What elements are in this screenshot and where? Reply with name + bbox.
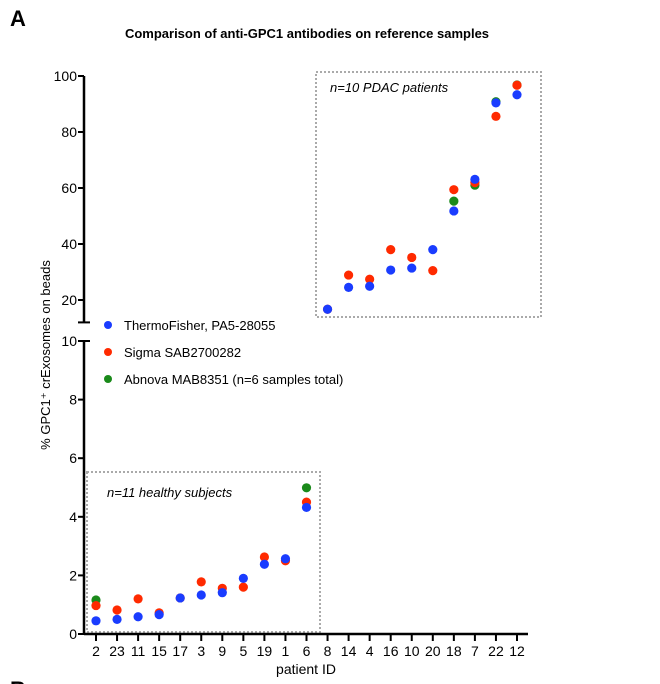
x-tick-label: 19 (257, 643, 273, 659)
x-tick-label: 7 (471, 643, 479, 659)
y-tick-label: 40 (61, 236, 77, 252)
x-tick-label: 22 (488, 643, 504, 659)
data-point-sigma (196, 577, 206, 587)
x-tick-label: 3 (197, 643, 205, 659)
pdac-annotation: n=10 PDAC patients (330, 80, 449, 95)
data-point-abnova (449, 196, 459, 206)
y-tick-label: 8 (69, 392, 77, 408)
data-point-thermofisher (217, 588, 227, 598)
x-tick-label: 10 (404, 643, 420, 659)
data-point-thermofisher (365, 281, 375, 291)
legend-marker-abnova (104, 375, 112, 383)
y-tick-label: 0 (69, 626, 77, 642)
x-tick-label: 9 (218, 643, 226, 659)
x-tick-label: 6 (303, 643, 311, 659)
legend-label-thermofisher: ThermoFisher, PA5-28055 (124, 318, 276, 333)
y-axis-label: % GPC1⁺ crExosomes on beads (38, 260, 53, 450)
data-point-sigma (386, 245, 396, 255)
y-tick-label: 4 (69, 509, 77, 525)
data-point-sigma (133, 594, 143, 604)
data-point-thermofisher (344, 282, 354, 292)
x-tick-label: 12 (509, 643, 525, 659)
data-point-sigma (238, 582, 248, 592)
data-point-thermofisher (259, 559, 269, 569)
data-point-sigma (344, 270, 354, 280)
data-point-thermofisher (512, 90, 522, 100)
data-point-sigma (365, 274, 375, 284)
data-point-sigma (91, 600, 101, 611)
data-point-sigma (491, 111, 501, 121)
x-tick-label: 4 (366, 643, 374, 659)
data-point-thermofisher (154, 610, 164, 620)
data-point-thermofisher (322, 304, 333, 314)
healthy-annotation: n=11 healthy subjects (107, 485, 233, 500)
x-axis-label: patient ID (276, 661, 336, 677)
panel-label-a: A (10, 6, 26, 31)
legend-marker-thermofisher (104, 321, 112, 329)
data-point-thermofisher (428, 245, 438, 255)
x-tick-label: 20 (425, 643, 441, 659)
data-point-thermofisher (386, 265, 396, 275)
y-tick-label: 2 (69, 567, 77, 583)
y-tick-label: 20 (61, 292, 77, 308)
y-tick-label: 100 (54, 68, 78, 84)
x-tick-label: 17 (172, 643, 188, 659)
x-tick-label: 11 (131, 643, 146, 659)
y-tick-label: 10 (61, 333, 77, 349)
data-point-thermofisher (301, 502, 312, 513)
x-tick-label: 15 (151, 643, 167, 659)
x-tick-label: 23 (109, 643, 125, 659)
legend-label-sigma: Sigma SAB2700282 (124, 345, 241, 360)
data-point-sigma (112, 605, 122, 615)
data-point-thermofisher (491, 98, 501, 108)
healthy-group-box (86, 471, 321, 633)
data-point-thermofisher (112, 614, 122, 624)
y-tick-label: 80 (61, 124, 77, 140)
data-point-thermofisher (133, 612, 143, 622)
data-points (91, 80, 522, 626)
x-tick-label: 14 (341, 643, 357, 659)
y-tick-label: 60 (61, 180, 77, 196)
data-point-thermofisher (470, 174, 480, 184)
data-point-sigma (407, 252, 417, 263)
x-tick-label: 16 (383, 643, 399, 659)
pdac-group-box (315, 71, 542, 318)
data-point-thermofisher (280, 554, 291, 564)
data-point-thermofisher (91, 616, 101, 626)
x-tick-label: 1 (282, 643, 290, 659)
data-point-thermofisher (449, 206, 459, 216)
data-point-sigma (259, 552, 269, 562)
x-tick-label: 2 (92, 643, 100, 659)
data-point-sigma (428, 266, 438, 276)
legend-label-abnova: Abnova MAB8351 (n=6 samples total) (124, 372, 343, 387)
data-point-sigma (512, 80, 522, 90)
x-tick-label: 18 (446, 643, 462, 659)
data-point-thermofisher (196, 590, 206, 600)
data-point-sigma (449, 185, 459, 195)
x-tick-label: 5 (239, 643, 247, 659)
x-tick-label: 8 (324, 643, 332, 659)
panel-label-b: B (10, 677, 26, 684)
chart-title: Comparison of anti-GPC1 antibodies on re… (125, 26, 489, 41)
data-point-thermofisher (238, 573, 248, 583)
y-tick-label: 6 (69, 450, 77, 466)
legend: ThermoFisher, PA5-28055 Sigma SAB2700282… (104, 318, 343, 387)
data-point-thermofisher (175, 593, 185, 603)
data-point-thermofisher (407, 263, 417, 273)
legend-marker-sigma (104, 348, 112, 356)
data-point-abnova (301, 483, 312, 493)
